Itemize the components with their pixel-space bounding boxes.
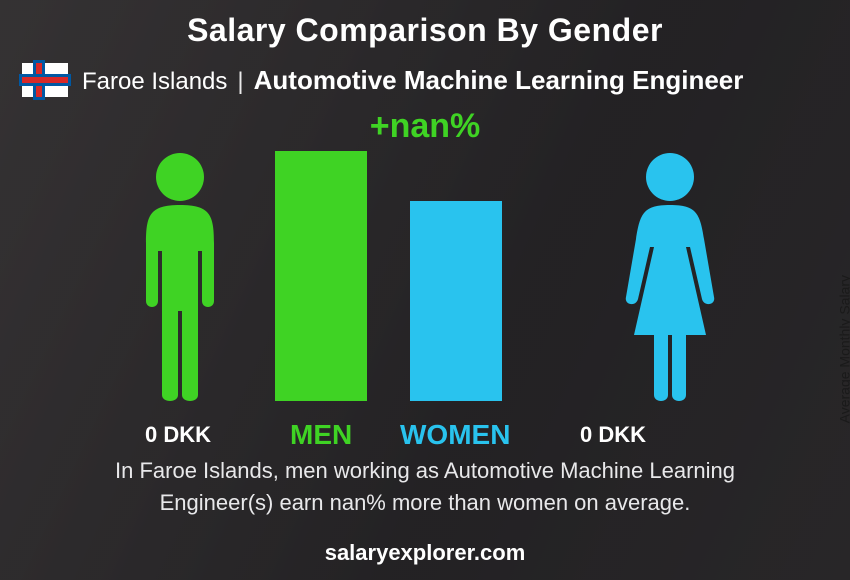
separator: |	[237, 68, 243, 96]
women-bar	[410, 201, 502, 401]
subtitle-row: Faroe Islands | Automotive Machine Learn…	[0, 49, 850, 97]
faroe-islands-flag-icon	[22, 63, 68, 97]
country-label: Faroe Islands	[82, 68, 227, 96]
male-figure-icon	[120, 151, 240, 401]
women-category-label: WOMEN	[400, 419, 510, 451]
footer-source: salaryexplorer.com	[0, 540, 850, 566]
women-value-label: 0 DKK	[580, 422, 646, 448]
men-value-label: 0 DKK	[145, 422, 211, 448]
percent-difference-label: +nan%	[370, 107, 481, 146]
summary-text: In Faroe Islands, men working as Automot…	[0, 445, 850, 519]
female-figure-icon	[610, 151, 730, 401]
job-title-label: Automotive Machine Learning Engineer	[254, 65, 744, 96]
salary-chart: +nan% Average Monthly Salary 0 DKK MEN W…	[0, 105, 850, 445]
men-category-label: MEN	[290, 419, 352, 451]
men-bar	[275, 151, 367, 401]
page-title: Salary Comparison By Gender	[0, 0, 850, 49]
y-axis-label: Average Monthly Salary	[836, 275, 850, 423]
